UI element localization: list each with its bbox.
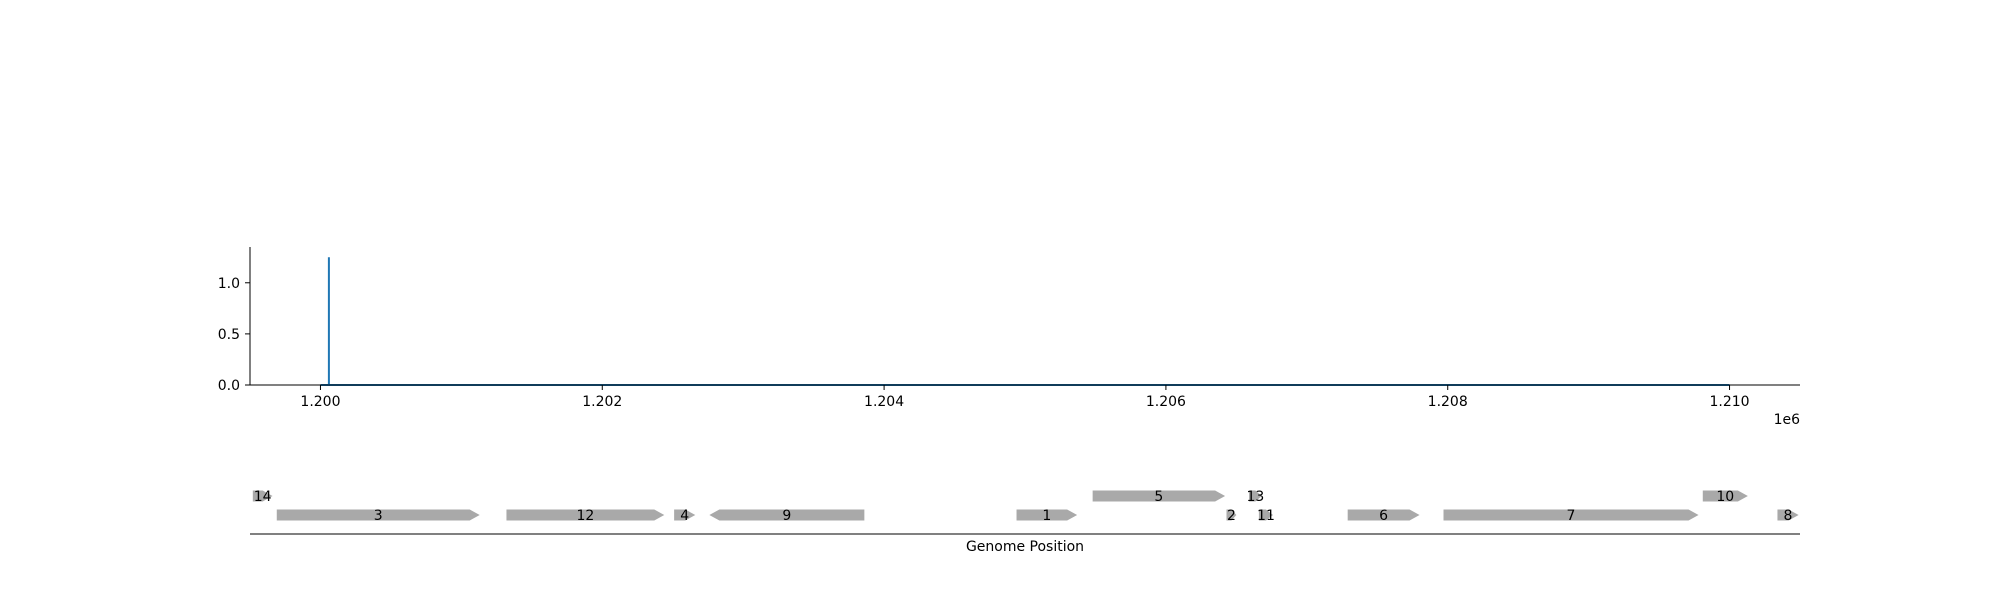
- gene-label-9: 9: [782, 508, 791, 524]
- x-axis-title: Genome Position: [966, 539, 1084, 555]
- coverage-plot: 1.200 1.202 1.204 1.206 1.208 1.210 0.0 0.5 1.0…: [218, 247, 1800, 428]
- gene-label-3: 3: [374, 508, 383, 524]
- gene-label-13: 13: [1246, 489, 1264, 505]
- x-tick-label: 1.200: [300, 394, 340, 410]
- gene-label-6: 6: [1379, 508, 1388, 524]
- x-ticks-group: 1.200 1.202 1.204 1.206 1.208 1.210: [300, 385, 1750, 410]
- x-tick-label: 1.206: [1146, 394, 1186, 410]
- gene-label-1: 1: [1042, 508, 1051, 524]
- gene-label-11: 11: [1257, 508, 1275, 524]
- x-axis-offset-label: 1e6: [1774, 412, 1801, 428]
- x-tick-label: 1.204: [864, 394, 904, 410]
- coverage-series-line-0: [320, 257, 1730, 386]
- gene-arrow-8: [1777, 509, 1799, 521]
- gene-arrow-12: [506, 509, 665, 521]
- coverage-series-group: [320, 257, 1730, 386]
- gene-label-12: 12: [576, 508, 594, 524]
- genes-group: 14 3 12 4 9 1 5 2 13 11 6 7 10 8: [252, 489, 1799, 524]
- gene-label-8: 8: [1784, 508, 1793, 524]
- gene-track: 14 3 12 4 9 1 5 2 13 11 6 7 10 8 Genome Position: [250, 489, 1800, 555]
- gene-label-10: 10: [1716, 489, 1734, 505]
- y-tick-label: 1.0: [218, 276, 240, 292]
- gene-arrow-13: [1249, 490, 1262, 502]
- gene-arrow-1: [1016, 509, 1078, 521]
- gene-arrow-14: [252, 490, 273, 502]
- gene-arrow-5: [1092, 490, 1226, 502]
- gene-label-4: 4: [680, 508, 689, 524]
- gene-arrow-2: [1226, 509, 1237, 521]
- gene-arrow-10: [1702, 490, 1748, 502]
- gene-label-14: 14: [254, 489, 272, 505]
- x-tick-label: 1.210: [1709, 394, 1749, 410]
- gene-arrow-6: [1347, 509, 1420, 521]
- y-tick-label: 0.0: [218, 378, 240, 394]
- y-ticks-group: 0.0 0.5 1.0: [218, 276, 250, 394]
- gene-label-5: 5: [1154, 489, 1163, 505]
- gene-arrow-7: [1443, 509, 1699, 521]
- x-tick-label: 1.202: [582, 394, 622, 410]
- gene-arrow-4: [674, 509, 696, 521]
- gene-arrow-9: [709, 509, 865, 521]
- y-tick-label: 0.5: [218, 327, 240, 343]
- gene-label-7: 7: [1567, 508, 1576, 524]
- gene-arrow-3: [276, 509, 480, 521]
- gene-label-2: 2: [1227, 508, 1236, 524]
- gene-arrow-11: [1258, 509, 1273, 521]
- x-tick-label: 1.208: [1428, 394, 1468, 410]
